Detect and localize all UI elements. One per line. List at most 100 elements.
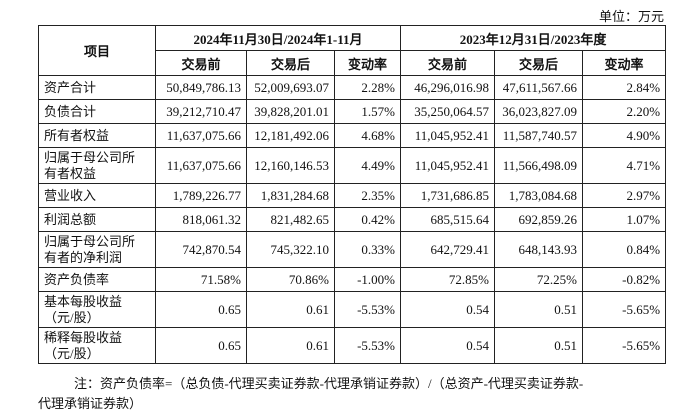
cell: 2.84% [582,75,667,100]
row-label-text: 营业收入 [44,187,97,203]
row-label-text: 基本每股收益（元/股） [44,293,123,325]
cell: 52,009,693.07 [246,75,335,100]
cell: -5.53% [333,327,402,364]
table-row: 资产负债率 71.58% 70.86% -1.00% 72.85% 72.25% -0.82… [38,267,667,292]
row-label-text: 归属于母公司所有者权益 [44,149,136,181]
cell: 4.49% [333,147,402,184]
cell: 1,783,084.68 [494,183,584,208]
table-row: 所有者权益 11,637,075.66 12,181,492.06 4.68% 11,0… [38,123,667,148]
cell: 46,296,016.98 [400,75,496,100]
unit-label: 单位：万元 [598,9,664,24]
cell: 0.54 [400,327,496,364]
cell: 72.25% [494,267,584,292]
cell: 1.07% [582,207,667,232]
row-label-text: 归属于母公司所有者的净利润 [44,233,136,265]
cell: 745,322.10 [246,231,335,268]
cell: 0.42% [333,207,402,232]
cell: 11,566,498.09 [494,147,584,184]
cell: 12,181,492.06 [246,123,335,148]
cell: 50,849,786.13 [155,75,247,100]
row-label-text: 利润总额 [44,211,97,227]
cell: 0.84% [582,231,667,268]
cell: 0.65 [155,327,247,364]
table-row: 负债合计 39,212,710.47 39,828,201.01 1.57% 35,25… [38,99,667,124]
footnote: 代理承销证券款） [38,396,143,411]
cell: 39,828,201.01 [246,99,335,124]
cell: -1.00% [333,267,402,292]
cell: 642,729.41 [400,231,496,268]
subheader-row: 交易前 交易后 变动率 交易前 交易后 变动率 [39,50,667,76]
cell: 36,023,827.09 [494,99,584,124]
row-label: 负债合计 [38,99,156,124]
cell: 35,250,064.57 [400,99,496,124]
cell: 0.51 [494,327,584,364]
cell: 2.35% [333,183,402,208]
row-label: 稀释每股收益（元/股） [38,327,156,364]
cell: 11,637,075.66 [155,123,247,148]
row-label: 归属于母公司所有者的净利润 [38,231,156,268]
cell: 0.54 [400,291,496,328]
cell: 71.58% [155,267,247,292]
subheader: 交易前 [400,50,496,76]
subheader: 交易后 [246,50,335,76]
cell: 1,789,226.77 [155,183,247,208]
cell: 821,482.65 [246,207,335,232]
row-label: 资产合计 [38,75,156,100]
row-label-text: 资产负债率 [44,271,110,287]
table-row: 利润总额 818,061.32 821,482.65 0.42% 685,515.64 6… [38,207,667,232]
table-row: 资产合计 50,849,786.13 52,009,693.07 2.28% 46,29… [38,75,667,100]
cell: 39,212,710.47 [155,99,247,124]
cell: 0.61 [246,327,335,364]
row-label-text: 资产合计 [44,79,97,95]
row-label-text: 稀释每股收益（元/股） [44,329,123,361]
cell: 818,061.32 [155,207,247,232]
cell: 2.97% [582,183,667,208]
cell: 47,611,567.66 [494,75,584,100]
cell: 0.61 [246,291,335,328]
cell: 11,045,952.41 [400,123,496,148]
cell: 742,870.54 [155,231,247,268]
table-row: 稀释每股收益（元/股） 0.65 0.61 -5.53% 0.54 0.51 -5.65% [38,327,667,364]
group-header: 2024年11月30日/2024年1-11月 [154,25,402,51]
cell: 1,731,686.85 [400,183,496,208]
cell: -0.82% [582,267,667,292]
cell: -5.65% [582,291,667,328]
row-label: 基本每股收益（元/股） [38,291,156,328]
subheader: 交易前 [155,50,247,76]
cell: 2.20% [582,99,667,124]
row-label: 所有者权益 [38,123,156,148]
cell: 72.85% [400,267,496,292]
cell: 1,831,284.68 [246,183,335,208]
cell: 0.65 [155,291,247,328]
table-row: 基本每股收益（元/股） 0.65 0.61 -5.53% 0.54 0.51 -5.65% [38,291,667,328]
table-row: 归属于母公司所有者的净利润 742,870.54 745,322.10 0.33% 64… [38,231,667,268]
cell: 11,045,952.41 [400,147,496,184]
cell: 0.51 [494,291,584,328]
cell: 0.33% [333,231,402,268]
cell: 4.68% [333,123,402,148]
cell: 692,859.26 [494,207,584,232]
cell: -5.53% [333,291,402,328]
header-row: 项目 2024年11月30日/2024年1-11月 2023年12月31日/20… [38,25,667,76]
corner-header: 项目 [38,25,156,76]
table-row: 营业收入 1,789,226.77 1,831,284.68 2.35% 1,731,6… [38,183,667,208]
row-label: 营业收入 [38,183,156,208]
cell: 70.86% [246,267,335,292]
subheader: 交易后 [494,50,584,76]
row-label-text: 负债合计 [44,103,97,119]
table-row: 归属于母公司所有者权益 11,637,075.66 12,160,146.53 4.4… [38,147,667,184]
group-header: 2023年12月31日/2023年度 [400,25,667,51]
cell: 4.90% [582,123,667,148]
row-label: 利润总额 [38,207,156,232]
cell: 685,515.64 [400,207,496,232]
cell: 12,160,146.53 [246,147,335,184]
cell: 648,143.93 [494,231,584,268]
subheader: 变动率 [582,50,667,76]
footnote: 注：资产负债率=（总负债-代理买卖证券款-代理承销证券款）/（总资产-代理买卖证… [74,376,584,391]
row-label: 资产负债率 [38,267,156,292]
row-label: 归属于母公司所有者权益 [38,147,156,184]
subheader: 变动率 [333,50,402,76]
cell: 1.57% [333,99,402,124]
row-label-text: 所有者权益 [44,127,110,143]
